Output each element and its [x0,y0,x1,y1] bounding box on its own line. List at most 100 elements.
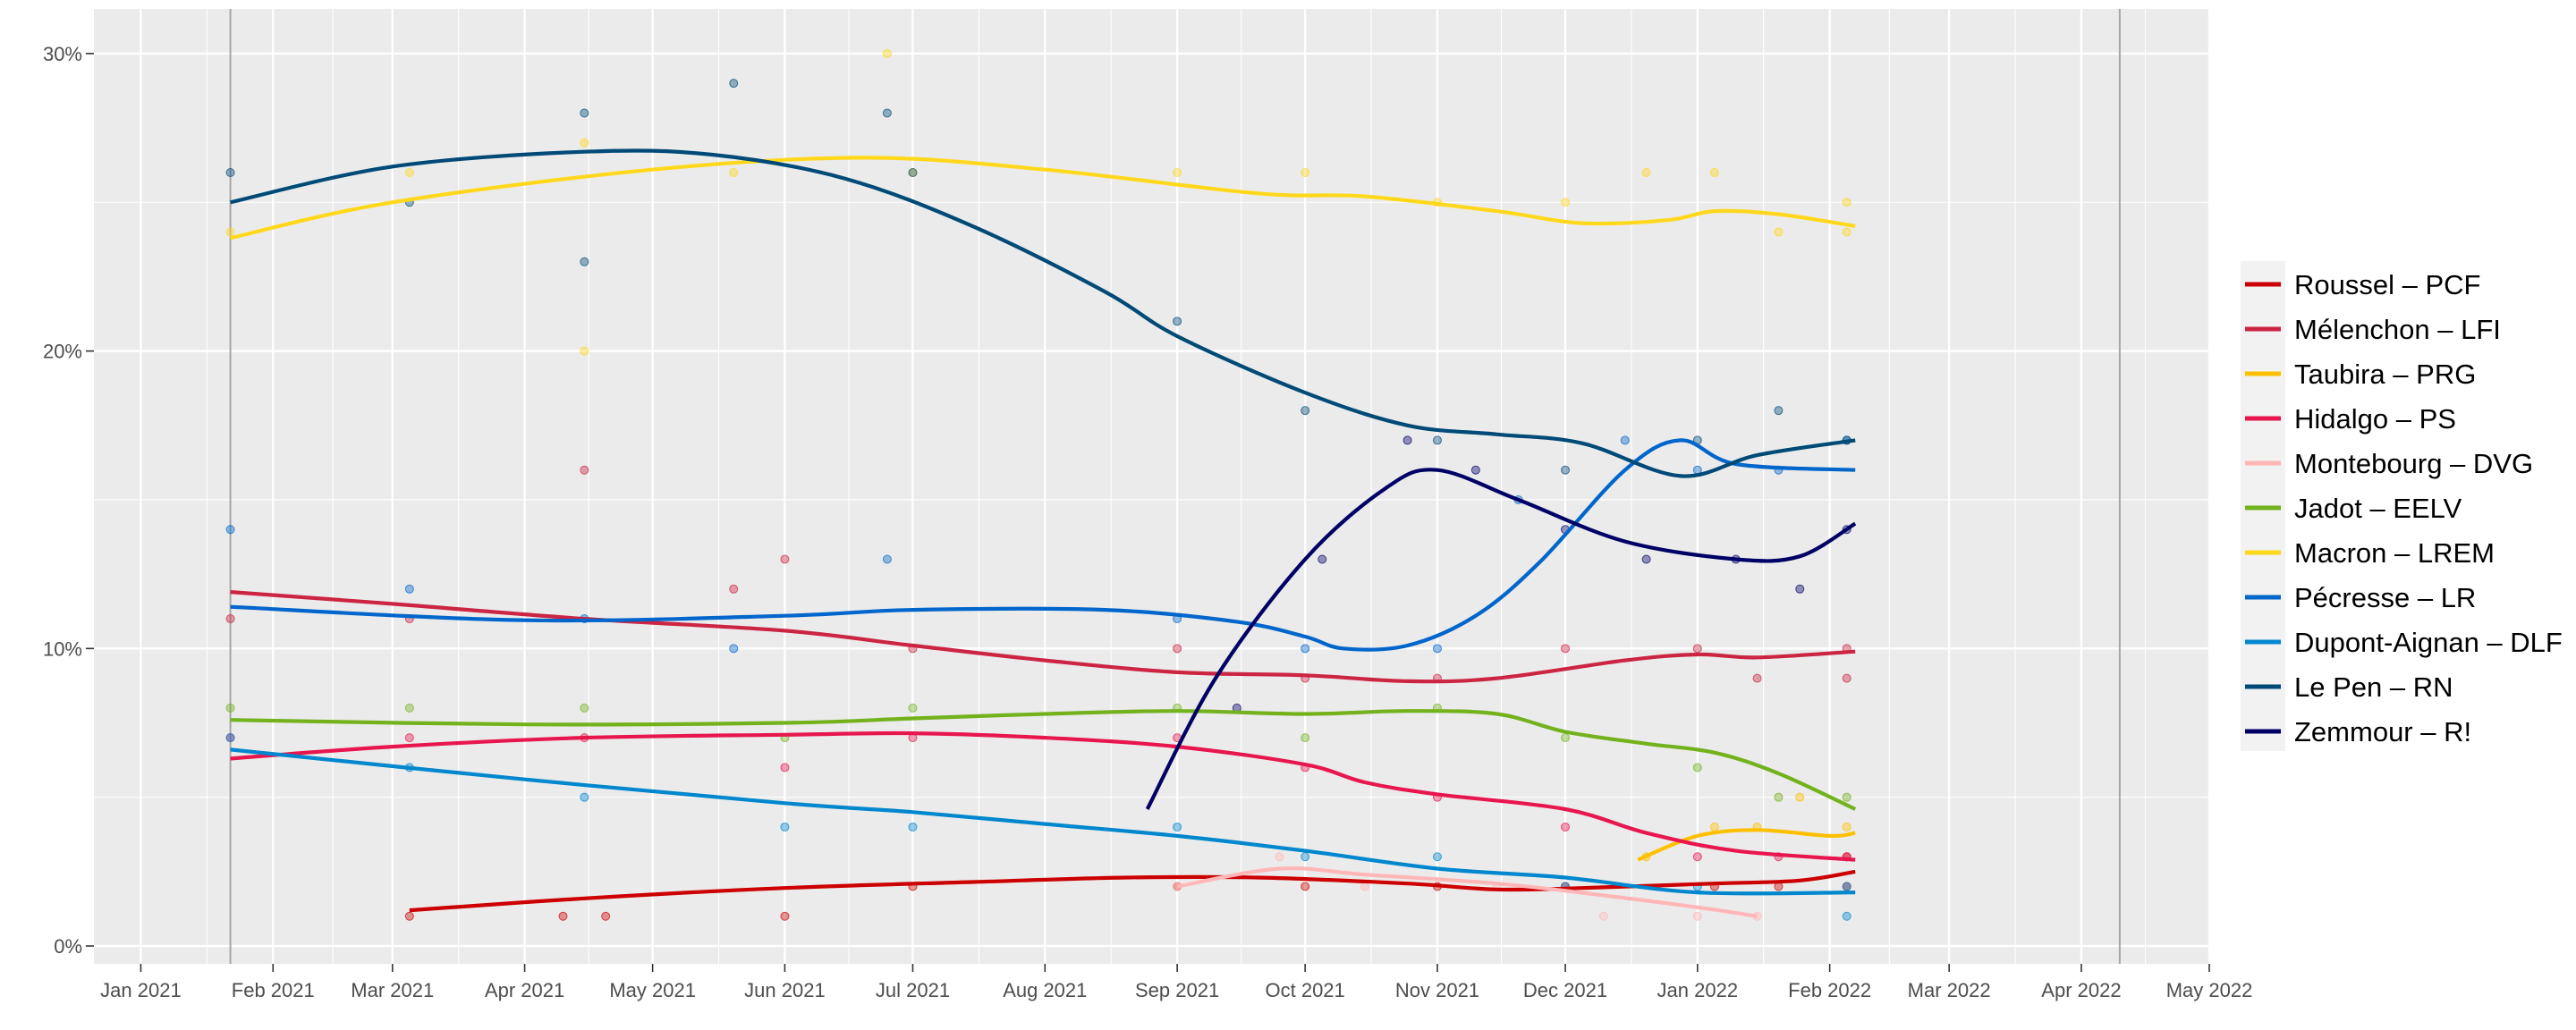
poll-point [1301,733,1310,743]
legend-label: Taubira – PRG [2294,359,2476,390]
legend-label: Roussel – PCF [2294,269,2480,300]
poll-point [1842,673,1852,683]
trend-lines [230,148,1857,918]
trend-line [230,709,1857,811]
poll-point [1692,763,1702,772]
poll-point [1620,435,1630,445]
poll-point [1795,584,1805,594]
x-tick-label: Mar 2021 [351,979,434,1001]
poll-point [580,465,589,475]
poll-point [1301,644,1310,654]
poll-point [1842,227,1852,237]
poll-point [404,167,414,177]
poll-point [882,554,892,564]
poll-point [1774,227,1784,237]
poll-point [780,822,790,832]
poll-point [225,525,235,535]
poll-point [1752,673,1762,683]
x-tick-label: Apr 2021 [485,979,564,1001]
poll-point [225,703,235,713]
y-tick-label: 10% [43,637,82,660]
poll-point [1641,167,1651,177]
x-tick-label: Nov 2021 [1395,979,1479,1001]
poll-point [225,167,235,177]
legend-label: Hidalgo – PS [2294,403,2456,435]
x-tick-label: Jan 2021 [100,979,182,1001]
poll-point [780,554,790,564]
poll-point [1301,882,1310,891]
x-tick-label: Feb 2021 [232,979,315,1001]
poll-point [1432,435,1442,445]
poll-point [1774,406,1784,416]
trend-line [230,148,1856,478]
poll-point [558,911,568,921]
poll-point [780,763,790,772]
poll-point [1275,852,1284,862]
trend-line [1637,828,1856,862]
poll-point [1692,911,1702,921]
poll-point [1561,822,1571,832]
y-tick-label: 20% [43,341,82,363]
poll-point [1561,644,1571,654]
poll-point [580,703,589,713]
poll-point [1301,167,1310,177]
trend-line [230,747,1856,896]
poll-point [1561,198,1571,207]
grid-minor [94,9,2209,964]
x-tick-label: Apr 2022 [2041,979,2121,1001]
y-axis: 0% 10% 20% 30% [43,43,94,958]
poll-point [1842,198,1852,207]
poll-point [1561,465,1571,475]
poll-point [1432,852,1442,862]
poll-point [580,792,589,802]
poll-point [1173,644,1182,654]
poll-point [1692,644,1702,654]
x-tick-label: Feb 2022 [1788,979,1871,1001]
poll-point [1842,911,1852,921]
poll-point [404,703,414,713]
legend: Roussel – PCF Mélenchon – LFI Taubira – PR… [2241,261,2563,751]
poll-point [729,79,739,89]
poll-point [580,108,589,118]
trend-line [230,156,1856,241]
poll-point [1842,792,1852,802]
legend-label: Montebourg – DVG [2294,448,2533,479]
poll-point [601,911,611,921]
x-tick-label: Jan 2022 [1657,979,1739,1001]
x-tick-label: Oct 2021 [1266,979,1345,1001]
legend-label: Mélenchon – LFI [2294,314,2501,345]
poll-point [908,822,918,832]
poll-point [1641,554,1651,564]
poll-point [780,911,790,921]
plot-panel [94,9,2209,964]
poll-point [1301,406,1310,416]
poll-point [908,167,918,177]
trend-line [230,590,1856,684]
legend-label: Le Pen – RN [2294,671,2453,703]
trend-line [409,869,1856,913]
poll-point [1842,822,1852,832]
poll-point [1470,465,1480,475]
x-tick-label: Jul 2021 [876,979,950,1001]
poll-point [1360,882,1369,891]
poll-point [729,167,739,177]
legend-label: Zemmour – R! [2294,716,2471,747]
poll-point [1692,852,1702,862]
poll-point [404,584,414,594]
x-tick-label: Mar 2022 [1908,979,1991,1001]
poll-point [225,227,235,237]
poll-point [882,48,892,58]
poll-point [1709,167,1719,177]
poll-point [1842,882,1852,891]
poll-point [580,257,589,266]
poll-point [580,346,589,356]
poll-point [908,703,918,713]
poll-point [1173,167,1182,177]
legend-label: Macron – LREM [2294,537,2495,569]
poll-point [1318,554,1327,564]
legend-label: Pécresse – LR [2294,582,2476,613]
x-tick-label: May 2022 [2166,979,2253,1001]
trend-line [1176,865,1758,918]
poll-point [580,138,589,148]
